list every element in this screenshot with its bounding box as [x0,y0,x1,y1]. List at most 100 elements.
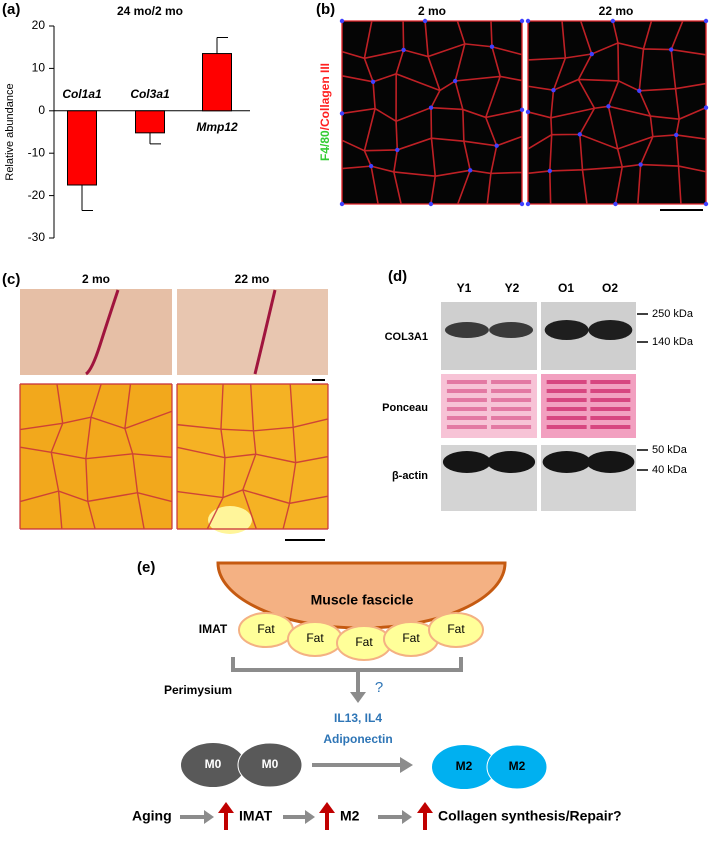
image-label: 22 mo [235,272,270,286]
nucleus [519,201,525,207]
panel-label: (a) [2,1,20,18]
category-label: Col1a1 [62,87,102,101]
ponceau-band [491,398,532,402]
bar [67,110,97,186]
image-label: 2 mo [82,272,110,286]
m0-cell [181,743,245,787]
up-arrow-head [417,802,433,813]
nucleus [703,18,709,24]
error-bar [149,132,161,145]
lane-label: Y2 [505,281,520,295]
fat-label: Fat [306,631,324,645]
ponceau-band [590,389,631,393]
marker-ticks [637,313,648,471]
nucleus [428,201,434,207]
bar [135,110,165,134]
pathway: Aging IMAT M2 Collagen synthesis/Repair? [132,802,622,830]
image-label: 22 mo [599,4,634,18]
category-label: Mmp12 [196,120,238,134]
m0-label: M0 [205,757,222,771]
micrograph [177,289,328,375]
ponceau-band [590,425,631,429]
nucleus [613,201,618,207]
fascicle-label: Muscle fascicle [311,592,414,608]
imat-label: IMAT [199,622,228,636]
lane-label: Y1 [457,281,472,295]
arrow-head [402,810,412,824]
micrograph-detail [19,383,329,530]
error-bar [81,185,93,211]
bar-chart: -30 -20 -10 0 10 20 Col1a1 Col3a1 Mmp12 [28,18,250,244]
panel-label: (c) [2,271,20,288]
arrow-head [350,692,366,703]
nucleus [669,47,674,52]
up-arrow-head [319,802,335,813]
nucleus [519,18,525,24]
nucleus [610,18,616,24]
signal-label: IL13, IL4 [334,711,382,725]
ponceau-band [546,380,587,384]
up-arrow-head [218,802,234,813]
y-tick-label: 10 [32,61,46,75]
nucleus [401,47,406,53]
micrograph [20,289,172,375]
nucleus [638,162,643,167]
nucleus [547,168,553,174]
ponceau-band [446,425,487,429]
fat-label: Fat [447,622,465,636]
error-bar [216,36,228,54]
signal-label: Adiponectin [323,732,392,746]
ponceau-band [590,380,631,384]
micrograph [20,384,172,529]
pathway-step: Collagen synthesis/Repair? [438,808,622,824]
ponceau-band [491,407,532,411]
band [442,451,491,473]
ponceau-band [546,425,587,429]
nucleus [422,18,428,24]
m0-label: M0 [262,757,279,771]
collagen-stain [85,289,120,376]
question-mark: ? [375,679,383,696]
band [542,451,591,473]
ponceau-band [546,416,587,420]
panel-label: (d) [388,268,407,285]
pathway-step: IMAT [239,808,273,824]
ponceau-band [590,407,631,411]
nucleus [428,105,434,110]
y-tick-label: -30 [28,230,46,244]
nucleus [467,168,473,173]
y-axis-label: Relative abundance [4,83,16,180]
ponceau-band [446,398,487,402]
stain-label: F4/80/Collagen III [318,63,332,161]
arrow-head [305,810,315,824]
arrow-head [400,757,413,773]
chart-title: 24 mo/2 mo [117,4,183,18]
bar [202,53,232,112]
fiber-borders [19,383,173,530]
ponceau-band [491,389,532,393]
ponceau-band [446,380,487,384]
nucleus [551,88,556,93]
m2-cell [486,744,548,790]
fat-deposit [208,506,252,534]
stain-green: F4/80 [318,130,332,161]
ponceau-band [546,407,587,411]
ponceau-band [590,398,631,402]
row-label: Ponceau [382,402,428,414]
perimysium-bracket [231,657,463,672]
nucleus [339,111,345,116]
ponceau-band [491,425,532,429]
nucleus [339,18,345,24]
m2-label: M2 [456,759,473,773]
nucleus [525,18,531,24]
collagen-stain [253,289,277,375]
pathway-step: Aging [132,808,172,824]
micrograph [528,21,706,204]
ponceau-band [546,398,587,402]
lane-label: O2 [602,281,618,295]
row-label: β-actin [392,470,428,482]
marker-label: 40 kDa [652,464,688,476]
m2-cell [432,745,496,789]
band [588,320,633,340]
ponceau-band [546,389,587,393]
